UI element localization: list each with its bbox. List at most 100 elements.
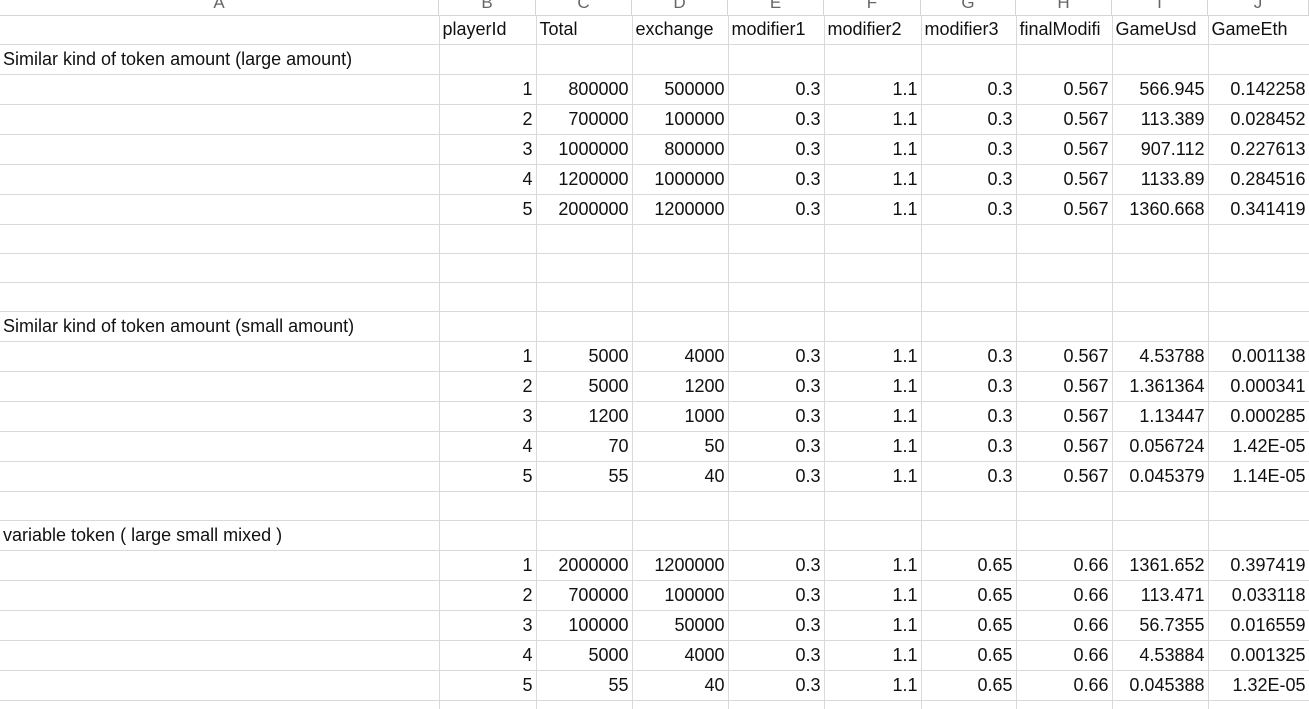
cell[interactable] xyxy=(728,253,825,283)
cell-gameeth[interactable]: 1.14E-05 xyxy=(1208,461,1309,492)
cell[interactable] xyxy=(728,520,825,551)
cell-total[interactable]: 700000 xyxy=(536,580,633,611)
header-total[interactable]: Total xyxy=(536,15,633,45)
column-letter-j[interactable]: J xyxy=(1208,0,1309,15)
cell-playerid[interactable]: 3 xyxy=(439,401,537,432)
cell-modifier1[interactable]: 0.3 xyxy=(728,461,825,492)
cell[interactable] xyxy=(439,520,537,551)
cell-playerid[interactable]: 5 xyxy=(439,670,537,701)
cell-exchange[interactable]: 1000000 xyxy=(632,164,729,195)
cell-exchange[interactable]: 1000 xyxy=(632,401,729,432)
cell-modifier3[interactable]: 0.3 xyxy=(921,164,1017,195)
cell-modifier2[interactable]: 1.1 xyxy=(824,610,922,641)
cell-gameusd[interactable]: 1.13447 xyxy=(1112,401,1209,432)
cell-modifier3[interactable]: 0.3 xyxy=(921,104,1017,135)
cell-modifier2[interactable]: 1.1 xyxy=(824,580,922,611)
column-letter-h[interactable]: H xyxy=(1016,0,1112,15)
cell[interactable] xyxy=(0,401,440,432)
cell-modifier3[interactable]: 0.65 xyxy=(921,580,1017,611)
cell-exchange[interactable]: 40 xyxy=(632,461,729,492)
cell[interactable] xyxy=(824,224,922,254)
cell-exchange[interactable]: 100000 xyxy=(632,580,729,611)
cell-playerid[interactable]: 2 xyxy=(439,580,537,611)
cell[interactable] xyxy=(1016,311,1113,342)
cell-gameusd[interactable]: 0.056724 xyxy=(1112,431,1209,462)
cell-finalmodifier[interactable]: 0.567 xyxy=(1016,164,1113,195)
cell[interactable] xyxy=(824,311,922,342)
section-title[interactable]: Similar kind of token amount (small amou… xyxy=(0,311,440,342)
cell[interactable] xyxy=(632,253,729,283)
cell[interactable] xyxy=(439,700,537,709)
cell-gameusd[interactable]: 1133.89 xyxy=(1112,164,1209,195)
cell-modifier2[interactable]: 1.1 xyxy=(824,104,922,135)
cell[interactable] xyxy=(632,224,729,254)
cell[interactable] xyxy=(632,700,729,709)
cell[interactable] xyxy=(439,491,537,521)
cell-modifier1[interactable]: 0.3 xyxy=(728,134,825,165)
cell[interactable] xyxy=(0,104,440,135)
cell-finalmodifier[interactable]: 0.66 xyxy=(1016,580,1113,611)
cell-gameusd[interactable]: 113.389 xyxy=(1112,104,1209,135)
cell-modifier1[interactable]: 0.3 xyxy=(728,580,825,611)
cell[interactable] xyxy=(1016,282,1113,312)
cell-playerid[interactable]: 5 xyxy=(439,461,537,492)
cell[interactable] xyxy=(1016,700,1113,709)
cell-modifier3[interactable]: 0.3 xyxy=(921,431,1017,462)
header-gameeth[interactable]: GameEth xyxy=(1208,15,1309,45)
cell-finalmodifier[interactable]: 0.567 xyxy=(1016,461,1113,492)
cell-modifier2[interactable]: 1.1 xyxy=(824,401,922,432)
cell-gameeth[interactable]: 0.028452 xyxy=(1208,104,1309,135)
cell-total[interactable]: 5000 xyxy=(536,341,633,372)
cell-modifier2[interactable]: 1.1 xyxy=(824,461,922,492)
cell-gameeth[interactable]: 0.142258 xyxy=(1208,74,1309,105)
cell-gameusd[interactable]: 4.53788 xyxy=(1112,341,1209,372)
cell[interactable] xyxy=(1208,491,1309,521)
cell[interactable] xyxy=(1208,700,1309,709)
cell-modifier3[interactable]: 0.3 xyxy=(921,341,1017,372)
cell[interactable] xyxy=(0,74,440,105)
cell[interactable] xyxy=(0,282,440,312)
cell-gameeth[interactable]: 0.397419 xyxy=(1208,550,1309,581)
cell-gameeth[interactable]: 0.033118 xyxy=(1208,580,1309,611)
cell[interactable] xyxy=(536,253,633,283)
cell[interactable] xyxy=(536,520,633,551)
cell-exchange[interactable]: 500000 xyxy=(632,74,729,105)
cell[interactable] xyxy=(536,311,633,342)
cell-total[interactable]: 2000000 xyxy=(536,194,633,225)
cell[interactable] xyxy=(0,550,440,581)
cell-playerid[interactable]: 4 xyxy=(439,164,537,195)
cell-total[interactable]: 700000 xyxy=(536,104,633,135)
column-letter-a[interactable]: A xyxy=(0,0,439,15)
cell-modifier1[interactable]: 0.3 xyxy=(728,550,825,581)
cell-finalmodifier[interactable]: 0.567 xyxy=(1016,104,1113,135)
cell-gameusd[interactable]: 0.045388 xyxy=(1112,670,1209,701)
cell-modifier2[interactable]: 1.1 xyxy=(824,341,922,372)
cell[interactable] xyxy=(0,371,440,402)
cell-exchange[interactable]: 40 xyxy=(632,670,729,701)
cell[interactable] xyxy=(921,224,1017,254)
cell-modifier3[interactable]: 0.3 xyxy=(921,194,1017,225)
cell-total[interactable]: 5000 xyxy=(536,640,633,671)
cell-exchange[interactable]: 4000 xyxy=(632,341,729,372)
cell-modifier2[interactable]: 1.1 xyxy=(824,134,922,165)
cell-gameeth[interactable]: 0.001325 xyxy=(1208,640,1309,671)
cell-modifier1[interactable]: 0.3 xyxy=(728,371,825,402)
cell-modifier2[interactable]: 1.1 xyxy=(824,670,922,701)
cell-exchange[interactable]: 1200000 xyxy=(632,550,729,581)
cell[interactable] xyxy=(1112,520,1209,551)
cell-exchange[interactable]: 1200000 xyxy=(632,194,729,225)
column-letter-f[interactable]: F xyxy=(824,0,921,15)
cell-modifier3[interactable]: 0.3 xyxy=(921,401,1017,432)
cell-modifier1[interactable]: 0.3 xyxy=(728,401,825,432)
cell-total[interactable]: 800000 xyxy=(536,74,633,105)
cell[interactable] xyxy=(536,44,633,75)
cell[interactable] xyxy=(1208,253,1309,283)
cell-modifier1[interactable]: 0.3 xyxy=(728,341,825,372)
cell-finalmodifier[interactable]: 0.66 xyxy=(1016,550,1113,581)
cell[interactable] xyxy=(1208,224,1309,254)
cell[interactable] xyxy=(439,282,537,312)
cell[interactable] xyxy=(0,700,440,709)
cell[interactable] xyxy=(921,253,1017,283)
cell-gameeth[interactable]: 0.284516 xyxy=(1208,164,1309,195)
cell[interactable] xyxy=(1016,224,1113,254)
